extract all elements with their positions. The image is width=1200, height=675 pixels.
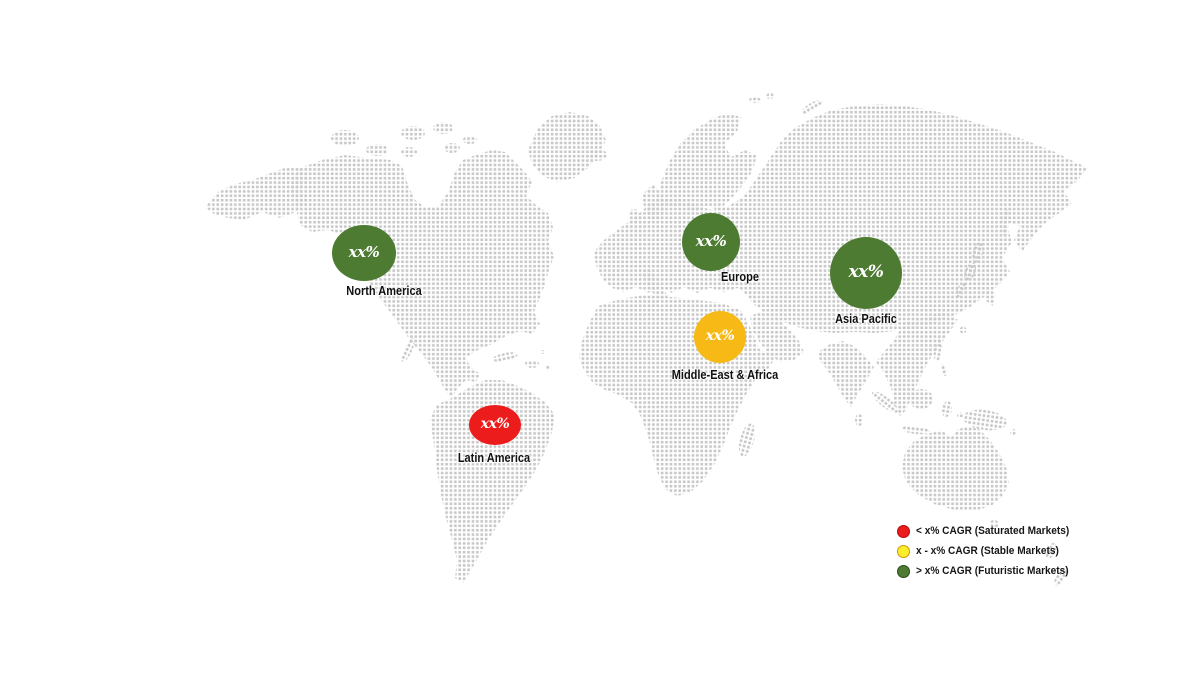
peninsula-baja xyxy=(401,338,415,362)
island-taiwan xyxy=(959,326,967,334)
island-sulawesi xyxy=(941,401,953,417)
legend-label: > x% CAGR (Futuristic Markets) xyxy=(916,565,1069,577)
arctic-island xyxy=(401,126,425,140)
peninsula-india xyxy=(818,341,874,407)
island-svalbard xyxy=(766,93,774,99)
peninsula-korea xyxy=(985,288,996,306)
legend-item-futuristic: > x% CAGR (Futuristic Markets) xyxy=(897,561,1083,581)
region-value: xx% xyxy=(705,328,735,344)
island-sri-lanka xyxy=(855,414,863,426)
continents xyxy=(205,93,1088,586)
arctic-island xyxy=(366,144,388,156)
arctic-island xyxy=(331,130,359,146)
island-borneo xyxy=(909,389,933,409)
island-indonesia xyxy=(957,412,963,418)
legend-label: < x% CAGR (Saturated Markets) xyxy=(916,525,1070,537)
arctic-island xyxy=(444,143,460,153)
legend-item-stable: x - x% CAGR (Stable Markets) xyxy=(897,541,1083,561)
region-bubble-latin-america: xx% xyxy=(469,405,521,445)
legend-swatch-yellow-circle xyxy=(897,544,910,558)
island-tasmania xyxy=(989,520,999,528)
continent-greenland xyxy=(528,112,606,182)
island-java xyxy=(902,425,930,435)
legend-label: x - x% CAGR (Stable Markets) xyxy=(916,545,1059,557)
island-madagascar xyxy=(738,423,756,457)
region-bubble-asia-pacific: xx% xyxy=(830,237,902,309)
region-value: xx% xyxy=(348,243,380,261)
island-indonesia xyxy=(1010,429,1016,435)
region-label-asia-pacific: Asia Pacific xyxy=(835,312,897,326)
region-value: xx% xyxy=(848,262,884,282)
island-hispaniola xyxy=(525,360,539,368)
island-philippines xyxy=(940,364,948,376)
island-philippines xyxy=(933,343,943,361)
legend-swatch-red-circle xyxy=(897,524,910,538)
region-value: xx% xyxy=(480,416,510,432)
legend-item-saturated: < x% CAGR (Saturated Markets) xyxy=(897,521,1083,541)
peninsula-scandinavia xyxy=(656,113,757,212)
region-label-middle-east-africa: Middle-East & Africa xyxy=(671,368,779,382)
region-label-north-america: North America xyxy=(346,284,422,298)
peninsula-italy xyxy=(642,268,668,300)
continent-africa xyxy=(579,295,776,496)
island-hainan xyxy=(937,337,943,343)
island-japan xyxy=(964,262,976,282)
island-japan xyxy=(955,282,967,298)
legend: < x% CAGR (Saturated Markets) x - x% CAG… xyxy=(897,521,1083,581)
arctic-island xyxy=(463,136,477,144)
continent-australia xyxy=(902,426,1009,511)
region-value: xx% xyxy=(695,232,727,250)
legend-swatch-green-circle xyxy=(897,564,910,578)
region-bubble-north-america: xx% xyxy=(332,225,396,281)
island-iceland xyxy=(587,149,607,161)
peninsula-arabia xyxy=(750,311,804,362)
arctic-island xyxy=(401,147,417,157)
region-bubble-europe: xx% xyxy=(682,213,740,271)
region-label-europe: Europe xyxy=(721,270,759,284)
continent-south-america xyxy=(430,380,555,583)
island-new-zealand xyxy=(1045,542,1057,560)
region-label-latin-america: Latin America xyxy=(457,451,531,465)
island-new-guinea xyxy=(963,409,1007,431)
island-japan xyxy=(972,241,984,263)
island-sumatra xyxy=(872,391,898,413)
peninsula-se-asia xyxy=(876,312,958,416)
arctic-island xyxy=(433,122,453,134)
island-sakhalin xyxy=(1000,209,1010,235)
continent-alaska xyxy=(205,168,308,220)
island-svalbard xyxy=(749,97,761,103)
island-bahamas xyxy=(539,350,545,354)
continent-north-america xyxy=(290,150,554,398)
island-new-zealand xyxy=(1054,568,1068,586)
region-bubble-middle-east-africa: xx% xyxy=(694,311,746,363)
island-puerto-rico xyxy=(545,365,551,371)
island-cuba xyxy=(492,352,518,362)
island-novaya-zemlya xyxy=(801,100,823,114)
